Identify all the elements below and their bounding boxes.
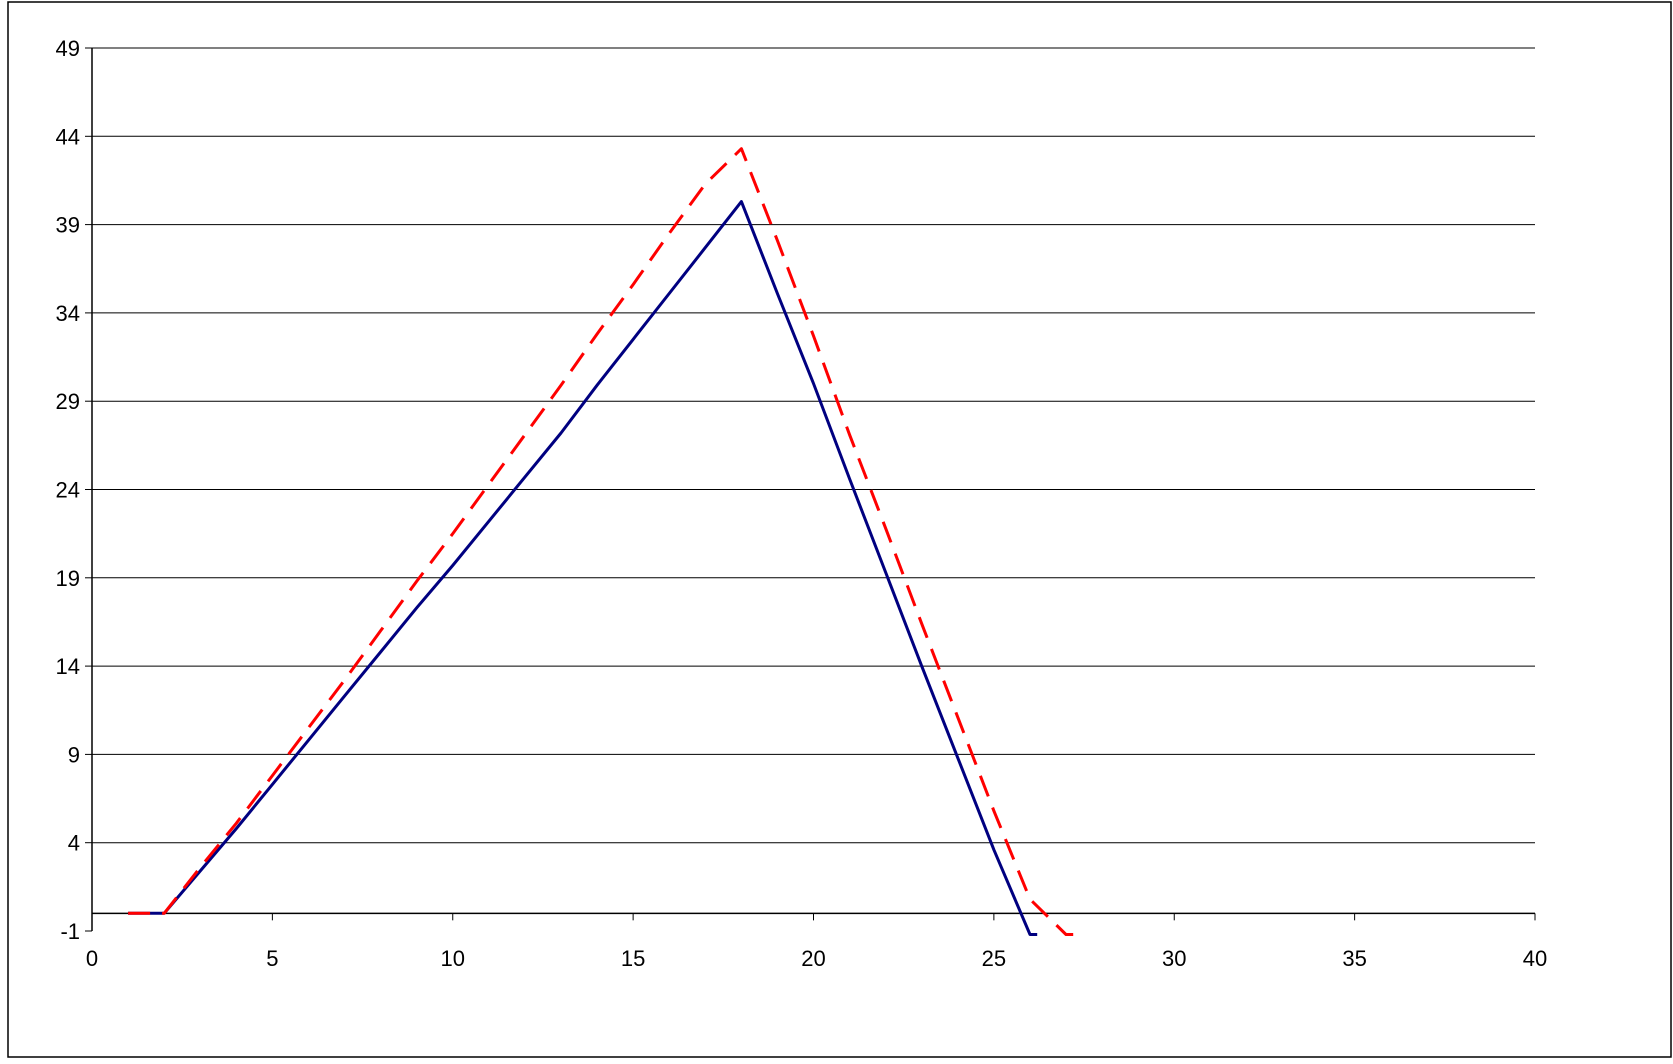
y-tick-label: 49 bbox=[56, 36, 80, 61]
series-line-red-dashed bbox=[128, 147, 1074, 936]
series-line-blue-solid bbox=[128, 200, 1038, 936]
x-tick-label: 20 bbox=[801, 946, 825, 971]
y-tick-label: 24 bbox=[56, 478, 80, 503]
x-tick-label: 35 bbox=[1342, 946, 1366, 971]
x-tick-label: 30 bbox=[1162, 946, 1186, 971]
y-tick-label: 39 bbox=[56, 213, 80, 238]
axes bbox=[85, 47, 1536, 932]
y-tick-label: 9 bbox=[68, 742, 80, 767]
y-tick-label: 19 bbox=[56, 566, 80, 591]
x-tick-label: 5 bbox=[266, 946, 278, 971]
y-tick-label: -1 bbox=[60, 919, 80, 944]
x-tick-label: 40 bbox=[1523, 946, 1547, 971]
y-tick-label: 14 bbox=[56, 654, 80, 679]
y-tick-label: 44 bbox=[56, 124, 80, 149]
y-tick-label: 34 bbox=[56, 301, 80, 326]
x-tick-label: 25 bbox=[982, 946, 1006, 971]
y-tick-label: 29 bbox=[56, 389, 80, 414]
series-lines bbox=[128, 147, 1074, 936]
x-tick-label: 15 bbox=[621, 946, 645, 971]
x-tick-label: 10 bbox=[441, 946, 465, 971]
x-tick-label: 0 bbox=[86, 946, 98, 971]
grid-lines bbox=[92, 47, 1535, 844]
y-tick-label: 4 bbox=[68, 831, 80, 856]
